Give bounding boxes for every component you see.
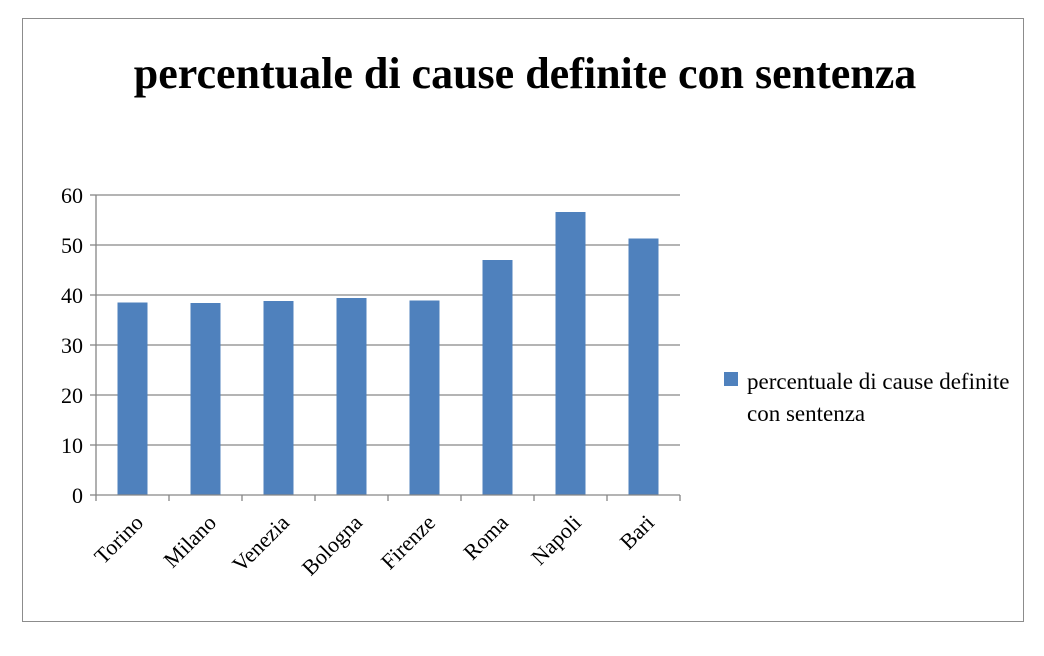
legend-label: percentuale di cause definite con senten…: [747, 369, 1010, 426]
bar-napoli: [555, 212, 586, 495]
axes: [90, 194, 681, 501]
chart-title: percentuale di cause definite con senten…: [133, 49, 917, 98]
x-tick-label: Bologna: [297, 510, 368, 581]
bar-bari: [628, 238, 659, 495]
y-tick-label: 40: [61, 283, 83, 308]
bar-bologna: [336, 298, 367, 495]
bar-torino: [117, 302, 148, 495]
y-tick-label: 60: [61, 183, 83, 208]
x-tick-label: Venezia: [227, 510, 294, 577]
gridlines: [96, 194, 680, 446]
x-tick-label: Roma: [458, 510, 513, 565]
y-tick-label: 30: [61, 333, 83, 358]
x-tick-label: Milano: [158, 510, 221, 573]
legend-swatch: [724, 372, 738, 386]
bar-firenze: [409, 300, 440, 495]
x-tick-label: Napoli: [526, 510, 586, 570]
legend: percentuale di cause definite con senten…: [724, 366, 1014, 430]
x-tick-label: Firenze: [376, 510, 440, 574]
y-tick-label: 50: [61, 233, 83, 258]
bar-roma: [482, 260, 513, 495]
y-tick-label: 20: [61, 383, 83, 408]
bar-venezia: [263, 301, 294, 495]
bars: [117, 212, 659, 495]
x-tick-labels: Torino Milano Venezia Bologna Firenze Roma Nap…: [89, 510, 659, 581]
x-tick-label: Bari: [615, 510, 659, 554]
y-tick-labels: 0 10 20 30 40 50 60: [61, 183, 83, 508]
y-tick-label: 0: [72, 483, 83, 508]
bar-milano: [190, 303, 221, 495]
chart-frame: [22, 18, 1024, 622]
x-tick-label: Torino: [89, 510, 148, 569]
y-tick-label: 10: [61, 433, 83, 458]
